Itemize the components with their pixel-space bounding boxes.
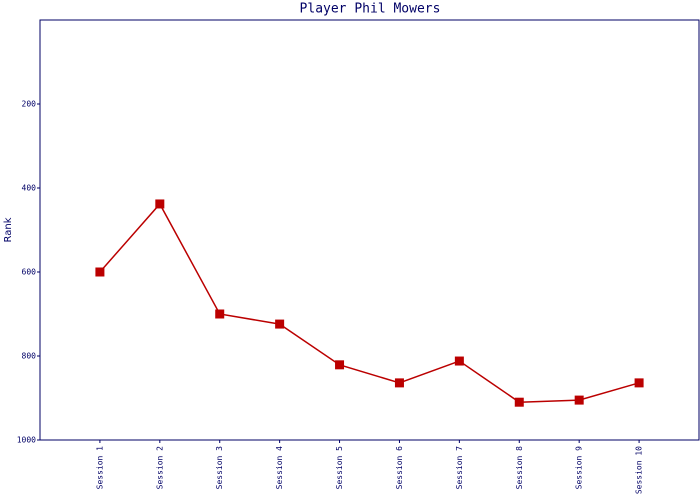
y-tick-label: 1000 [17, 436, 36, 445]
series-line [99, 202, 640, 403]
x-tick-label: Session 10 [635, 446, 644, 494]
y-tick-label: 400 [22, 184, 37, 193]
y-tick-label: 600 [22, 268, 37, 277]
x-tick-label: Session 9 [575, 446, 584, 490]
y-tick-label: 800 [22, 352, 37, 361]
point-marker [394, 378, 404, 388]
point-marker [155, 199, 165, 209]
y-tick-label: 200 [22, 100, 37, 109]
x-tick-label: Session 5 [335, 446, 344, 490]
x-tick-label: Session 1 [95, 446, 104, 490]
x-tick-label: Session 7 [455, 446, 464, 490]
x-tick-label: Session 3 [215, 446, 224, 490]
x-tick-label: Session 6 [395, 446, 404, 490]
x-tick-label: Session 2 [155, 446, 164, 490]
point-marker [574, 395, 584, 405]
plot-frame [39, 19, 700, 441]
point-marker [335, 360, 345, 370]
point-marker [454, 356, 464, 366]
point-marker [514, 397, 524, 407]
point-marker [634, 378, 644, 388]
x-tick-label: Session 8 [515, 446, 524, 490]
chart-title: Player Phil Mowers [300, 2, 441, 17]
point-marker [95, 267, 105, 277]
point-marker [215, 309, 225, 319]
x-tick-label: Session 4 [275, 446, 284, 490]
y-axis-label: Rank [3, 217, 14, 242]
point-marker [275, 319, 285, 329]
